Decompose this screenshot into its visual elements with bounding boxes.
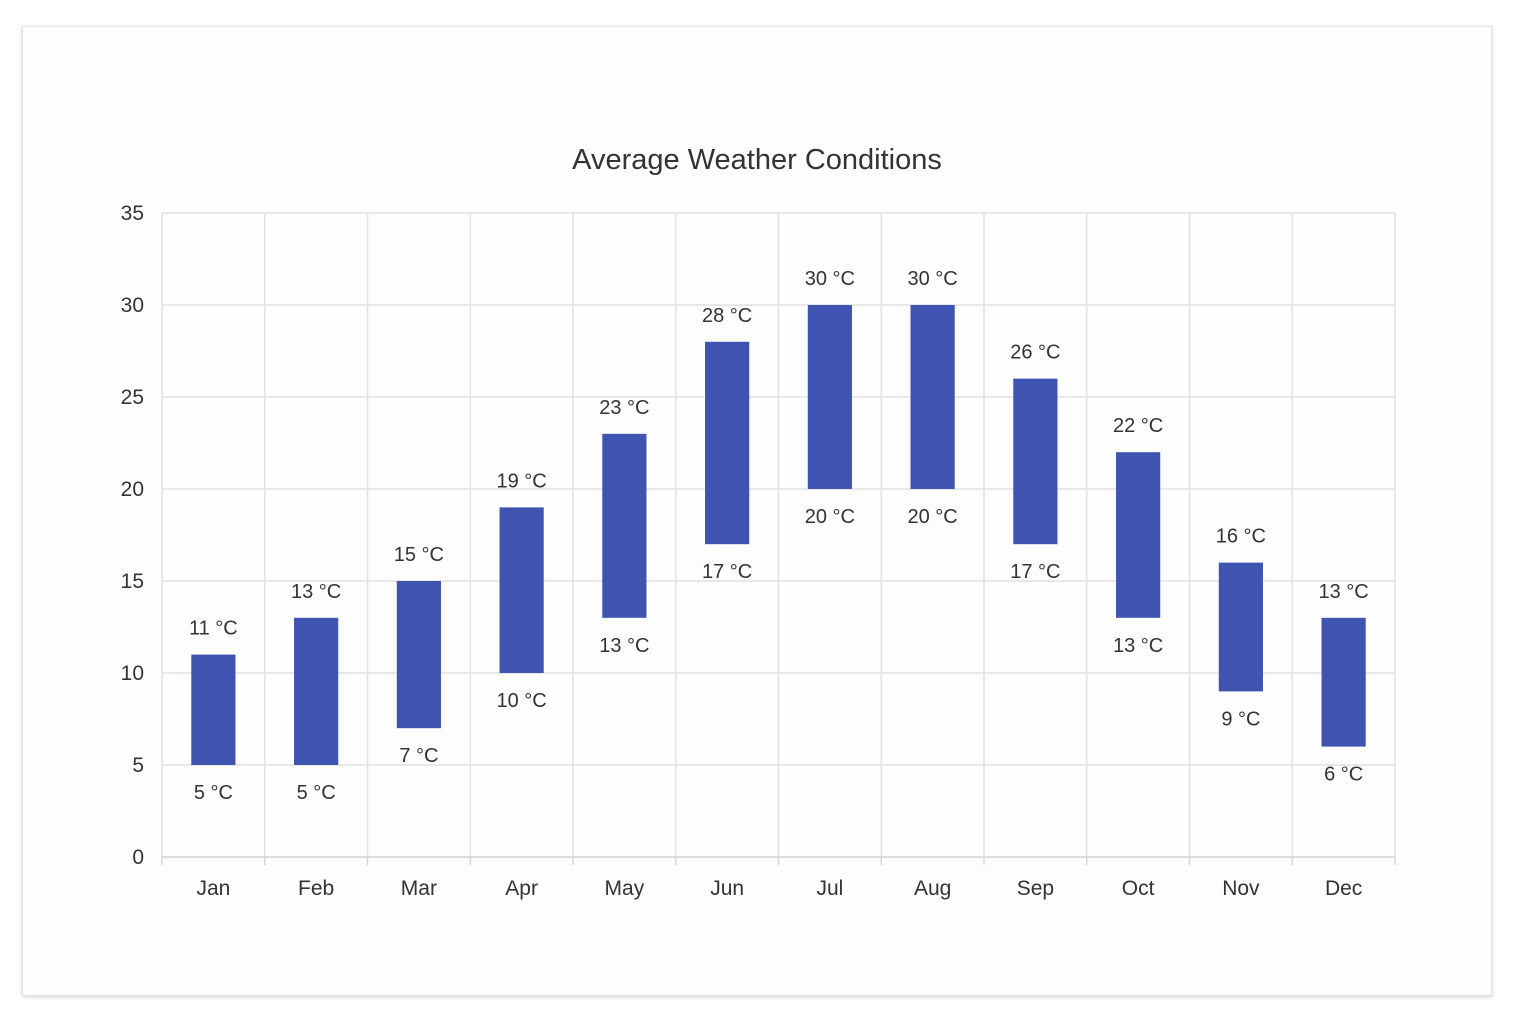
x-tick-label: Oct [1122, 877, 1155, 900]
y-tick-label: 10 [121, 662, 144, 685]
low-value-label: 7 °C [399, 745, 438, 767]
low-value-label: 13 °C [599, 635, 649, 657]
low-value-label: 9 °C [1221, 708, 1260, 730]
range-bar-mar[interactable] [396, 581, 441, 729]
x-tick-label: Jul [816, 877, 843, 900]
y-axis: 0 5 10 15 20 25 30 35 [121, 202, 144, 869]
x-tick-label: Jan [196, 877, 230, 900]
x-tick-label: Mar [401, 877, 437, 900]
low-value-label: 5 °C [194, 782, 233, 804]
y-tick-label: 35 [121, 202, 144, 225]
y-tick-label: 0 [132, 846, 144, 869]
range-bar-dec[interactable] [1321, 617, 1366, 747]
x-tick-label: Apr [505, 877, 538, 900]
range-bar-jan[interactable] [191, 654, 236, 765]
x-tick-label: Sep [1017, 877, 1054, 900]
high-value-label: 13 °C [1319, 581, 1369, 603]
low-value-label: 6 °C [1324, 764, 1363, 786]
range-bar-apr[interactable] [499, 507, 544, 673]
x-tick-label: Jun [710, 877, 744, 900]
range-bar-sep[interactable] [1013, 378, 1058, 545]
y-tick-label: 25 [121, 386, 144, 409]
bar-series [191, 305, 1366, 765]
range-bar-feb[interactable] [294, 617, 339, 765]
x-tick-label: Aug [914, 877, 951, 900]
range-bar-nov[interactable] [1218, 562, 1263, 692]
range-bar-jul[interactable] [807, 305, 852, 489]
data-labels: 11 °C 5 °C 13 °C 5 °C 15 °C 7 °C 19 °C 10 °C 23 … [189, 268, 1369, 804]
high-value-label: 26 °C [1010, 342, 1060, 364]
y-tick-label: 5 [132, 754, 144, 777]
high-value-label: 11 °C [189, 618, 238, 640]
high-value-label: 30 °C [805, 268, 855, 290]
y-tick-label: 15 [121, 570, 144, 593]
range-bar-aug[interactable] [910, 305, 955, 489]
low-value-label: 10 °C [497, 690, 547, 712]
low-value-label: 17 °C [1010, 561, 1060, 583]
high-value-label: 28 °C [702, 305, 752, 327]
high-value-label: 16 °C [1216, 526, 1266, 548]
x-tick-label: Nov [1222, 877, 1260, 900]
high-value-label: 13 °C [291, 581, 341, 603]
low-value-label: 5 °C [297, 782, 336, 804]
x-tick-label: Feb [298, 877, 334, 900]
chart-card [22, 26, 1492, 996]
range-bar-oct[interactable] [1116, 452, 1161, 618]
low-value-label: 17 °C [702, 561, 752, 583]
low-value-label: 20 °C [908, 506, 958, 528]
high-value-label: 23 °C [599, 397, 649, 419]
y-tick-label: 20 [121, 478, 144, 501]
grid-lines [161, 212, 1396, 858]
low-value-label: 13 °C [1113, 635, 1163, 657]
x-tick-label: Dec [1325, 877, 1362, 900]
chart-title: Average Weather Conditions [572, 144, 942, 176]
x-tick-label: May [605, 877, 645, 900]
range-bar-jun[interactable] [705, 341, 750, 545]
high-value-label: 19 °C [497, 470, 547, 492]
high-value-label: 15 °C [394, 544, 444, 566]
high-value-label: 30 °C [908, 268, 958, 290]
x-axis: Jan Feb Mar Apr May Jun Jul Aug Sep Oct Nov Dec [161, 856, 1396, 900]
range-bar-may[interactable] [602, 433, 647, 618]
high-value-label: 22 °C [1113, 415, 1163, 437]
low-value-label: 20 °C [805, 506, 855, 528]
y-tick-label: 30 [121, 294, 144, 317]
